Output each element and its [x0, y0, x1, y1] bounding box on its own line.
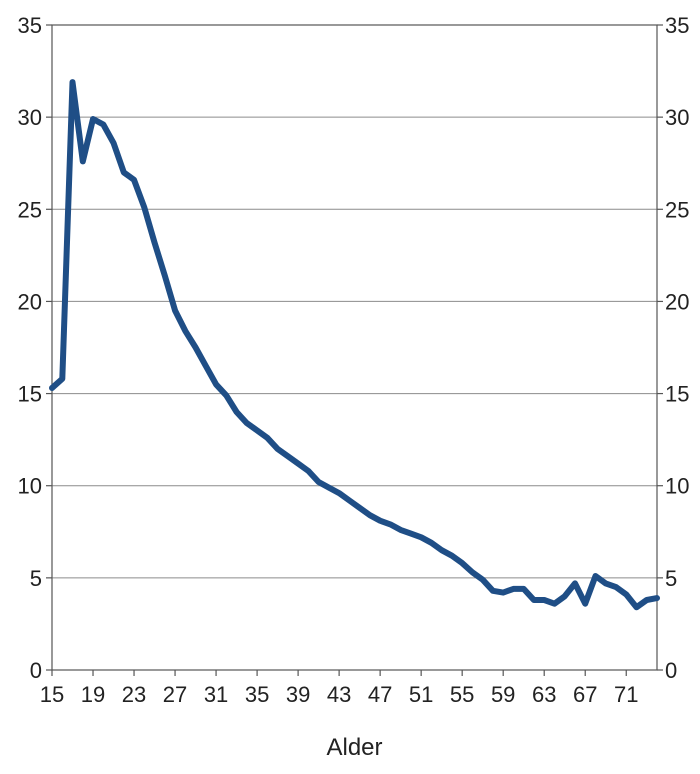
y-tick-label-left: 0	[30, 658, 42, 683]
x-tick-label: 39	[286, 682, 310, 707]
x-tick-label: 35	[245, 682, 269, 707]
y-tick-label-right: 25	[665, 197, 689, 222]
y-tick-label-left: 5	[30, 566, 42, 591]
y-tick-label-left: 25	[18, 197, 42, 222]
x-axis-labels: 15 19 23 27 31 35 39 43 47 51 55 59 63 67 71	[40, 682, 639, 707]
y-tick-label-right: 20	[665, 289, 689, 314]
y-tick-label-left: 10	[18, 474, 42, 499]
x-tick-label: 63	[532, 682, 556, 707]
axis-ticks	[46, 24, 663, 676]
y-axis-right-labels: 0 5 10 15 20 25 30 35	[665, 13, 689, 683]
y-tick-label-left: 15	[18, 382, 42, 407]
y-tick-label-left: 35	[18, 13, 42, 38]
x-tick-label: 51	[409, 682, 433, 707]
x-tick-label: 15	[40, 682, 64, 707]
y-tick-label-right: 15	[665, 382, 689, 407]
gridlines	[52, 24, 657, 579]
y-tick-label-right: 30	[665, 105, 689, 130]
x-tick-label: 23	[122, 682, 146, 707]
x-tick-label: 55	[450, 682, 474, 707]
y-tick-label-left: 20	[18, 289, 42, 314]
x-tick-label: 19	[81, 682, 105, 707]
y-tick-label-left: 30	[18, 105, 42, 130]
x-axis-title: Alder	[326, 734, 382, 761]
y-axis-left-labels: 0 5 10 15 20 25 30 35	[18, 13, 42, 683]
plot-frame	[51, 24, 658, 671]
y-tick-label-right: 10	[665, 474, 689, 499]
x-tick-label: 71	[614, 682, 638, 707]
x-tick-label: 59	[491, 682, 515, 707]
y-tick-label-right: 0	[665, 658, 677, 683]
x-tick-label: 47	[368, 682, 392, 707]
x-tick-label: 31	[204, 682, 228, 707]
y-tick-label-right: 5	[665, 566, 677, 591]
x-tick-label: 43	[327, 682, 351, 707]
x-tick-label: 27	[163, 682, 187, 707]
series-line	[49, 79, 660, 611]
x-tick-label: 67	[573, 682, 597, 707]
y-tick-label-right: 35	[665, 13, 689, 38]
